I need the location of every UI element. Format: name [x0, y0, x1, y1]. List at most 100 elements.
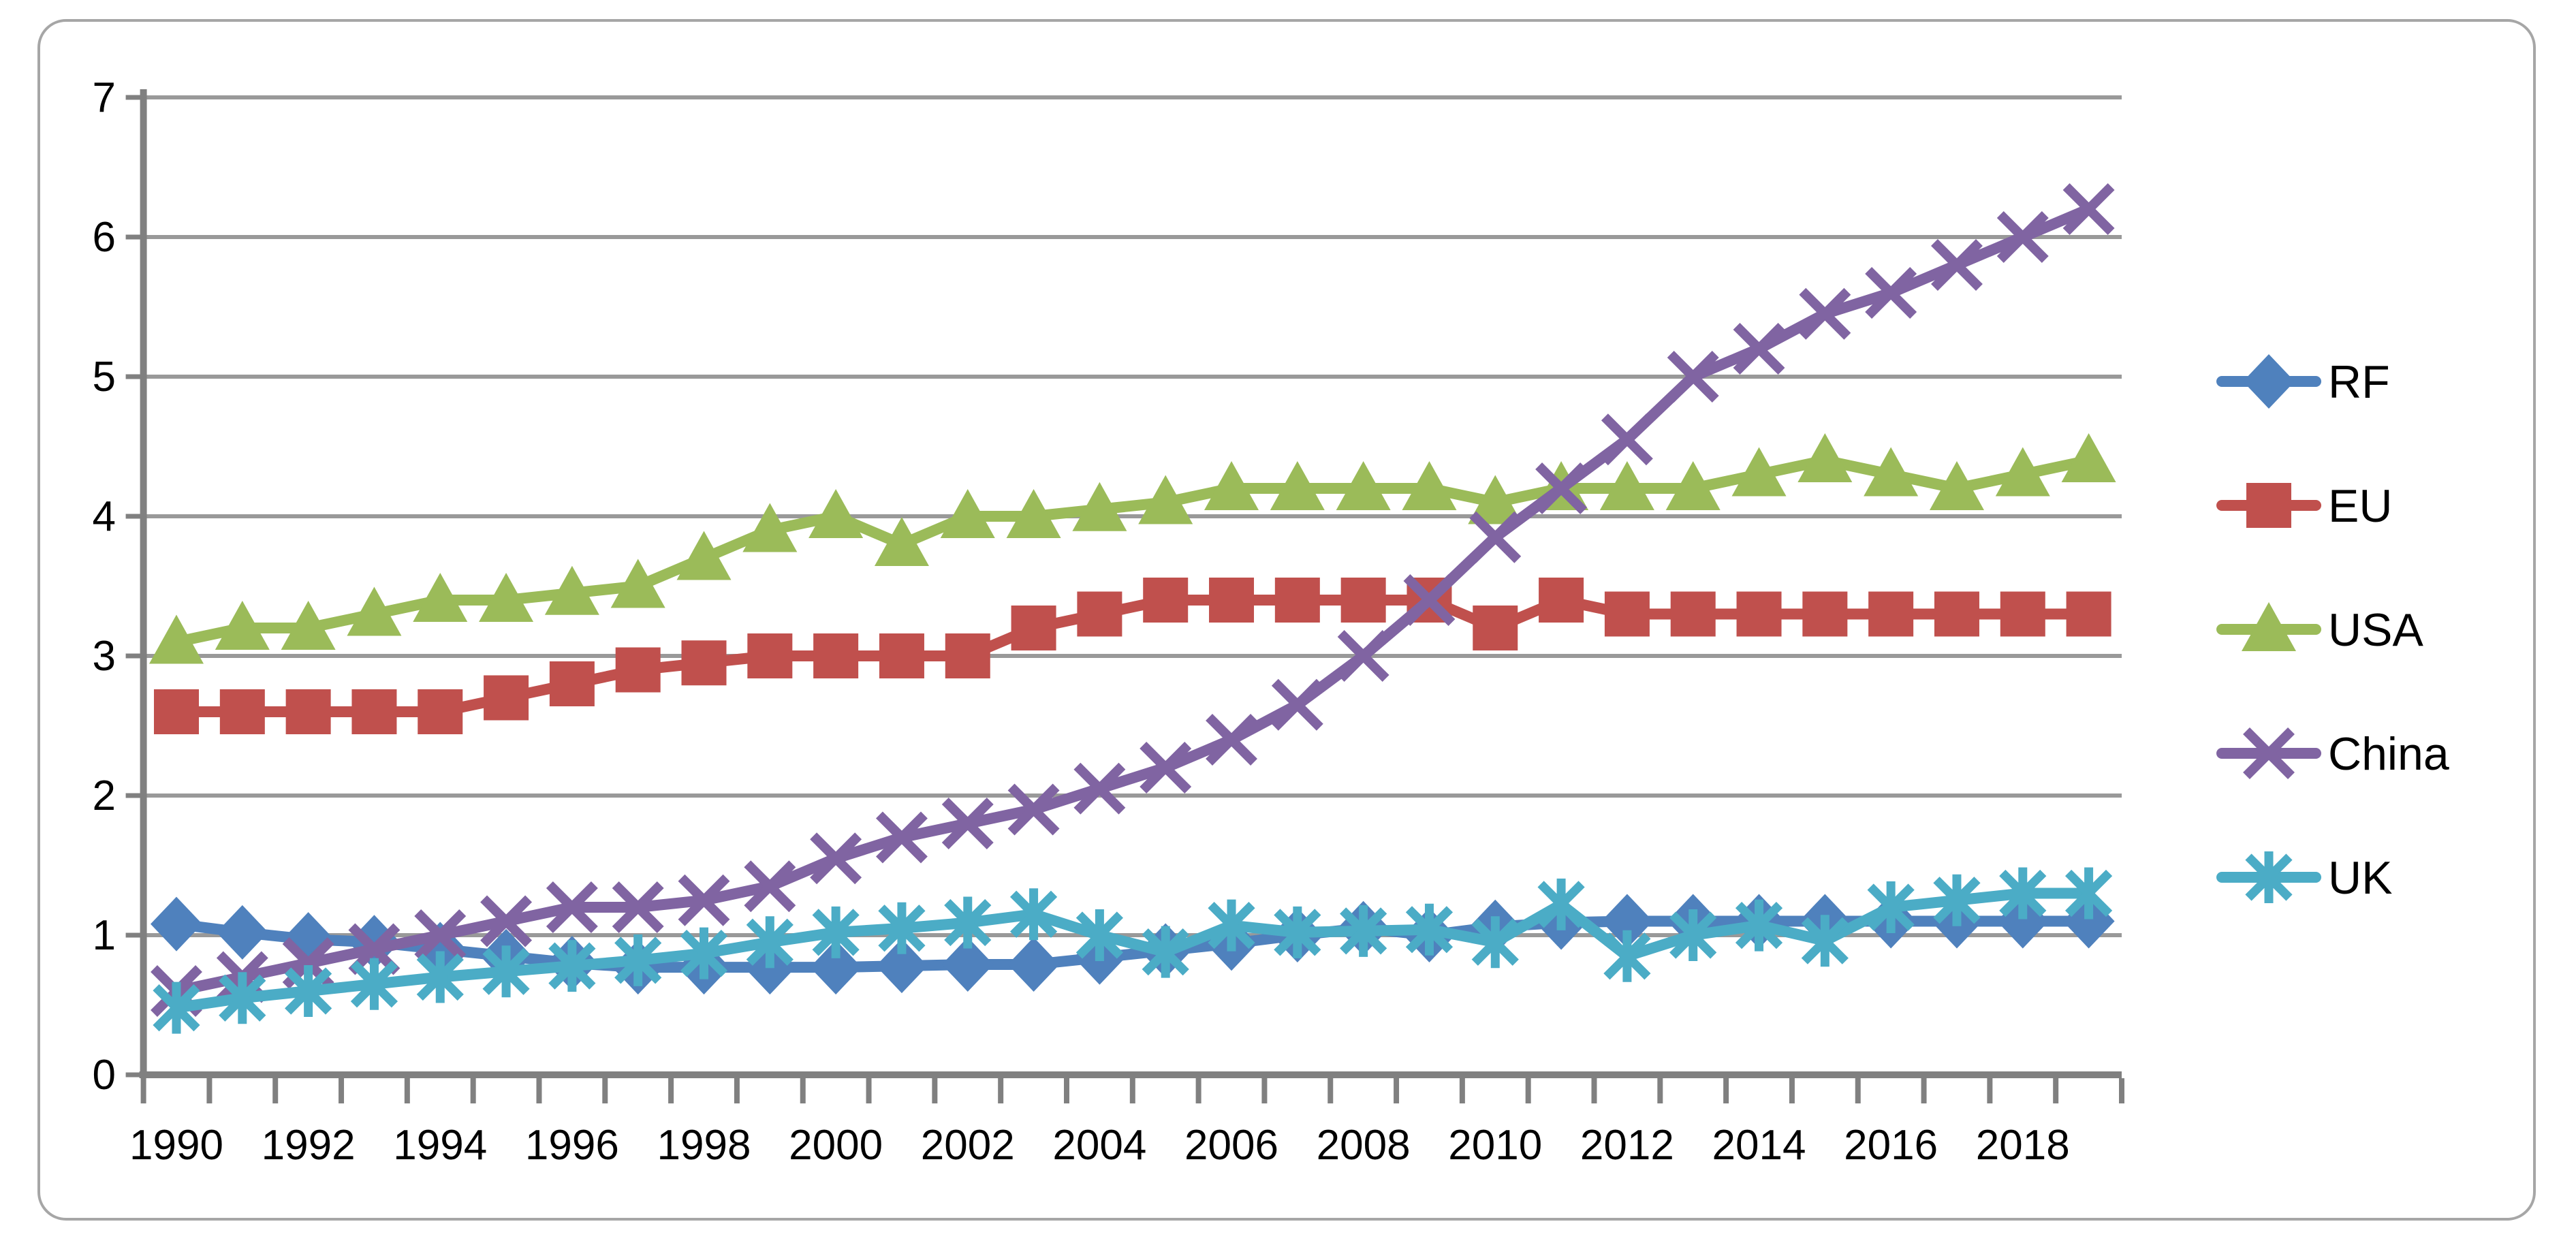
- triangle-marker: [1929, 461, 1984, 510]
- x-marker: [2062, 183, 2115, 235]
- asterisk-marker: [1669, 909, 1717, 961]
- diamond-marker: [875, 939, 928, 994]
- gridlines: [143, 95, 2122, 937]
- y-tick-label-0: 0: [93, 1052, 116, 1099]
- triangle-marker: [347, 586, 402, 636]
- asterisk-marker: [1274, 906, 1321, 958]
- legend-item-China: China: [2216, 727, 2449, 780]
- x-tick-label-2018: 2018: [1976, 1122, 2070, 1169]
- asterisk-marker: [812, 906, 860, 958]
- x-marker: [1140, 742, 1192, 794]
- x-marker: [414, 909, 467, 961]
- square-marker: [351, 689, 397, 734]
- x-marker: [1996, 211, 2049, 263]
- square-marker: [1539, 578, 1584, 623]
- triangle-marker: [479, 573, 534, 622]
- asterisk-marker: [878, 902, 926, 954]
- diamond-marker: [2243, 354, 2295, 409]
- x-marker: [876, 811, 928, 864]
- triangle-marker: [1731, 447, 1787, 497]
- x-marker: [1667, 351, 1719, 403]
- triangle-marker: [940, 489, 995, 538]
- triangle-marker: [1138, 475, 1193, 524]
- x-tick-label-2012: 2012: [1580, 1122, 1674, 1169]
- triangle-marker: [1665, 461, 1721, 510]
- triangle-marker: [1270, 461, 1325, 510]
- asterisk-marker: [1075, 909, 1123, 961]
- triangle-marker: [1336, 461, 1391, 510]
- triangle-marker: [149, 614, 204, 664]
- x-tick-label-2016: 2016: [1844, 1122, 1938, 1169]
- x-tick-label-2008: 2008: [1317, 1122, 1411, 1169]
- x-marker: [1403, 574, 1456, 626]
- x-marker: [1931, 239, 1983, 291]
- y-tick-label-5: 5: [93, 354, 116, 400]
- legend-item-UK: UK: [2216, 851, 2392, 904]
- x-marker: [2243, 727, 2295, 779]
- square-marker: [1340, 578, 1386, 623]
- y-tick-label-3: 3: [93, 633, 116, 680]
- x-tick-label-1992: 1992: [262, 1122, 356, 1169]
- triangle-marker: [1864, 447, 1919, 497]
- diamond-marker: [151, 896, 203, 952]
- asterisk-marker: [746, 916, 794, 969]
- legend: RF EU USA China UK: [2216, 354, 2449, 904]
- square-marker: [813, 633, 859, 678]
- series-UK: [153, 867, 2113, 1034]
- x-tick-label-1994: 1994: [393, 1122, 487, 1169]
- x-marker: [1007, 783, 1060, 836]
- triangle-marker: [1995, 447, 2050, 497]
- asterisk-marker: [219, 972, 266, 1024]
- asterisk-marker: [416, 951, 464, 1003]
- x-tick-label-2014: 2014: [1712, 1122, 1806, 1169]
- triangle-marker: [808, 489, 864, 538]
- asterisk-marker: [944, 896, 992, 949]
- triangle-marker: [1599, 461, 1654, 510]
- asterisk-marker: [1340, 905, 1387, 957]
- y-tick-label-7: 7: [93, 74, 116, 121]
- square-marker: [1934, 591, 1979, 637]
- axis-ticks: [125, 95, 2124, 1103]
- diamond-marker: [810, 940, 862, 995]
- square-marker: [549, 661, 595, 706]
- triangle-marker: [281, 601, 336, 650]
- y-tick-label-2: 2: [93, 772, 116, 819]
- legend-label-RF: RF: [2328, 356, 2390, 408]
- legend-item-EU: EU: [2216, 480, 2392, 532]
- x-marker: [1073, 762, 1126, 815]
- x-tick-label-1998: 1998: [657, 1122, 751, 1169]
- x-marker: [546, 881, 598, 933]
- square-marker: [1604, 591, 1650, 637]
- triangle-marker: [1204, 461, 1259, 510]
- legend-label-EU: EU: [2328, 480, 2392, 532]
- legend-label-China: China: [2328, 728, 2449, 780]
- x-tick-label-1996: 1996: [525, 1122, 619, 1169]
- square-marker: [418, 689, 463, 734]
- x-marker: [678, 874, 730, 926]
- square-marker: [945, 633, 990, 678]
- triangle-marker: [2061, 433, 2116, 482]
- asterisk-marker: [1142, 926, 1189, 978]
- triangle-marker: [544, 565, 599, 615]
- triangle-marker: [610, 559, 665, 608]
- square-marker: [285, 689, 331, 734]
- triangle-marker: [1006, 489, 1061, 538]
- x-marker: [1206, 714, 1257, 766]
- asterisk-marker: [614, 934, 662, 986]
- asterisk-marker: [680, 927, 728, 979]
- square-marker: [879, 633, 924, 678]
- x-marker: [941, 798, 994, 849]
- triangle-marker: [1402, 461, 1457, 510]
- square-marker: [1143, 578, 1189, 623]
- triangle-marker: [742, 503, 798, 552]
- triangle-marker: [1468, 475, 1523, 524]
- triangle-marker: [2242, 602, 2296, 651]
- diamond-marker: [216, 905, 268, 960]
- asterisk-marker: [1208, 899, 1255, 952]
- square-marker: [484, 675, 529, 721]
- square-marker: [615, 647, 661, 693]
- x-marker: [1271, 678, 1323, 731]
- x-tick-label-2000: 2000: [789, 1122, 883, 1169]
- square-marker: [1077, 591, 1122, 637]
